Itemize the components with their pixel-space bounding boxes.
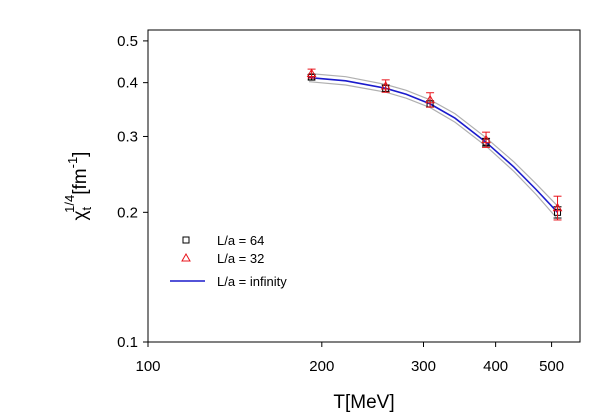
x-tick-label: 500 xyxy=(539,358,564,375)
x-tick-label: 200 xyxy=(309,358,334,375)
point-l32 xyxy=(380,79,391,93)
y-tick-label: 0.2 xyxy=(117,204,138,221)
x-axis-title: T[MeV] xyxy=(333,392,394,413)
y-axis-title-unit-close: ] xyxy=(70,152,91,157)
y-tick-label: 0.3 xyxy=(117,128,138,145)
triangle-marker xyxy=(552,202,563,212)
y-axis-title-sub: t xyxy=(79,206,94,210)
legend-label-32: L/a = 32 xyxy=(217,251,264,266)
y-axis-title: χt1/4[fm-1] xyxy=(62,152,94,221)
legend-label-64: L/a = 64 xyxy=(217,233,264,248)
legend: L/a = 64 L/a = 32 L/a = infinity xyxy=(170,233,287,289)
y-tick-label: 0.5 xyxy=(117,33,138,50)
data-points xyxy=(306,68,563,221)
legend-marker-triangle xyxy=(181,252,191,262)
fit-curve xyxy=(308,76,559,213)
confidence-band xyxy=(308,72,558,220)
band-lower-line xyxy=(308,81,558,220)
point-l32 xyxy=(425,92,435,108)
x-tick-label: 400 xyxy=(483,358,508,375)
triangle-marker xyxy=(481,134,491,144)
band-upper-line xyxy=(308,72,558,207)
legend-label-infinity: L/a = infinity xyxy=(217,274,287,289)
point-l32 xyxy=(481,131,491,148)
point-l32 xyxy=(306,68,317,79)
triangle-marker xyxy=(306,68,317,78)
legend-marker-square xyxy=(182,236,190,244)
y-axis-title-base: χ xyxy=(70,210,91,220)
x-tick-label: 300 xyxy=(411,358,436,375)
fit-line xyxy=(308,76,559,213)
triangle-marker xyxy=(425,94,435,104)
y-axis-title-unit: [fm xyxy=(70,168,91,194)
y-axis-title-unit-sup: -1 xyxy=(65,157,80,169)
plot-frame xyxy=(147,29,581,343)
y-axis-title-sup: 1/4 xyxy=(62,195,77,213)
tick-labels: 100 200 300 400 500 0.1 0.2 0.3 0.4 0.5 xyxy=(117,33,564,375)
svg-text:χt1/4[fm-1]: χt1/4[fm-1] xyxy=(62,152,94,221)
triangle-marker xyxy=(380,80,391,90)
axis-ticks xyxy=(143,40,553,347)
y-tick-label: 0.1 xyxy=(117,334,138,351)
x-tick-label: 100 xyxy=(135,358,160,375)
point-l32 xyxy=(552,195,563,221)
y-tick-label: 0.4 xyxy=(117,75,138,92)
